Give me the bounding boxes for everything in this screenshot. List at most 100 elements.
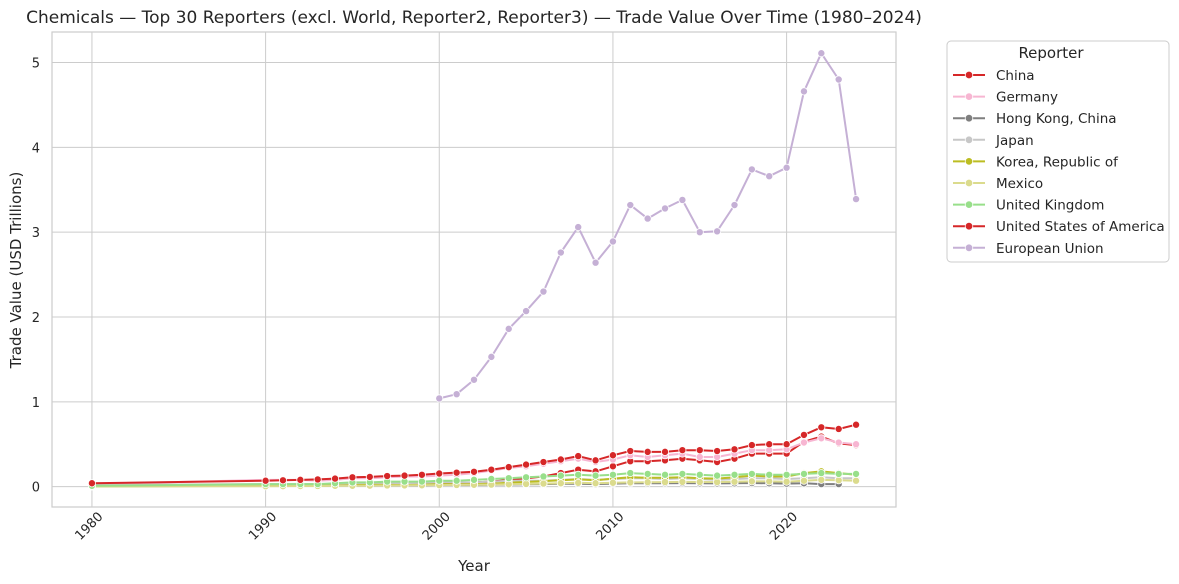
- data-point: [591, 479, 600, 488]
- data-point: [643, 478, 652, 487]
- data-point: [504, 324, 513, 333]
- legend-item: Mexico: [953, 176, 1043, 192]
- data-point: [626, 478, 635, 487]
- data-point: [522, 479, 531, 488]
- data-point: [608, 470, 617, 479]
- legend-item: European Union: [953, 241, 1104, 257]
- data-point: [799, 87, 808, 96]
- legend-label: Japan: [995, 133, 1034, 149]
- data-point: [852, 440, 861, 449]
- data-point: [799, 438, 808, 447]
- data-point: [452, 390, 461, 399]
- data-point: [678, 446, 687, 455]
- data-point: [695, 477, 704, 486]
- data-point: [747, 477, 756, 486]
- data-point: [383, 472, 392, 481]
- legend-frame: [946, 40, 1170, 263]
- series-united-states-of-america: [87, 420, 861, 488]
- data-point: [747, 165, 756, 174]
- legend-item: United States of America: [953, 219, 1165, 235]
- legend-item: Korea, Republic of: [953, 154, 1119, 170]
- data-point: [417, 470, 426, 479]
- data-point: [591, 471, 600, 480]
- data-point: [852, 476, 861, 485]
- data-point: [765, 440, 774, 449]
- legend-marker: [964, 135, 974, 144]
- data-point: [834, 469, 843, 478]
- data-point: [678, 469, 687, 478]
- legend-label: Germany: [996, 90, 1058, 106]
- data-point: [852, 420, 861, 429]
- y-tick-label: 4: [32, 141, 40, 156]
- data-point: [469, 475, 478, 484]
- data-point: [626, 469, 635, 478]
- data-point: [817, 469, 826, 478]
- data-point: [313, 475, 322, 484]
- data-point: [487, 475, 496, 484]
- legend-label: Hong Kong, China: [996, 111, 1117, 127]
- data-point: [365, 472, 374, 481]
- data-point: [695, 452, 704, 461]
- data-point: [522, 473, 531, 482]
- data-point: [817, 475, 826, 484]
- data-point: [695, 470, 704, 479]
- data-point: [730, 445, 739, 454]
- data-point: [782, 163, 791, 172]
- legend-label: United States of America: [996, 219, 1165, 235]
- series-line: [439, 52, 858, 400]
- data-point: [713, 471, 722, 480]
- data-point: [574, 470, 583, 479]
- data-point: [435, 476, 444, 485]
- legend-label: European Union: [996, 241, 1104, 257]
- plot-frame: [51, 31, 897, 508]
- data-point: [678, 195, 687, 204]
- legend-marker: [964, 157, 974, 166]
- data-point: [765, 477, 774, 486]
- series-united-kingdom: [87, 469, 861, 490]
- data-point: [643, 214, 652, 223]
- data-point: [331, 474, 340, 483]
- legend-item: China: [953, 68, 1035, 84]
- data-point: [591, 456, 600, 465]
- y-tick-label: 1: [32, 396, 40, 411]
- data-point: [539, 458, 548, 467]
- data-point: [574, 478, 583, 487]
- y-tick-label: 2: [32, 311, 40, 326]
- data-point: [661, 470, 670, 479]
- y-tick-label: 3: [32, 226, 40, 241]
- data-point: [574, 223, 583, 232]
- x-axis-label: Year: [457, 557, 491, 575]
- data-point: [626, 447, 635, 456]
- data-point: [678, 477, 687, 486]
- data-point: [435, 469, 444, 478]
- data-point: [296, 475, 305, 484]
- legend-marker: [964, 200, 974, 209]
- data-point: [643, 447, 652, 456]
- data-point: [817, 434, 826, 443]
- data-point: [608, 451, 617, 460]
- data-point: [713, 447, 722, 456]
- data-point: [608, 237, 617, 246]
- legend-item: Hong Kong, China: [953, 111, 1117, 127]
- data-point: [556, 479, 565, 488]
- data-point: [799, 469, 808, 478]
- legend-marker: [964, 243, 974, 252]
- data-point: [487, 352, 496, 361]
- data-point: [817, 423, 826, 432]
- data-point: [661, 447, 670, 456]
- data-point: [695, 446, 704, 455]
- data-point: [782, 470, 791, 479]
- y-axis-label: Trade Value (USD Trillions): [7, 172, 25, 370]
- data-point: [417, 477, 426, 486]
- data-point: [591, 258, 600, 267]
- x-tick-label: 1980: [72, 510, 106, 544]
- series-european-union: [435, 49, 861, 403]
- legend-title: Reporter: [1018, 44, 1084, 62]
- data-point: [278, 476, 287, 485]
- data-point: [643, 469, 652, 478]
- data-point: [261, 476, 270, 485]
- data-point: [522, 460, 531, 469]
- data-point: [539, 479, 548, 488]
- data-point: [522, 307, 531, 316]
- y-tick-label: 5: [32, 57, 40, 72]
